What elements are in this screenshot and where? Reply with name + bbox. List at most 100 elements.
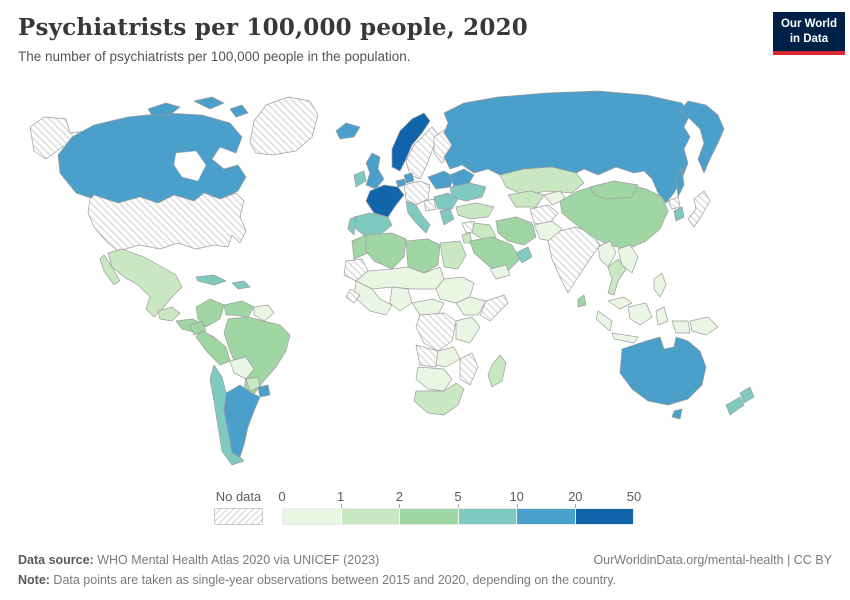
region-sahel[interactable] [355, 266, 445, 290]
region-russia-kamchatka[interactable] [679, 100, 725, 174]
region-sri-lanka[interactable] [577, 294, 587, 308]
region-baja[interactable] [99, 254, 121, 286]
region-uruguay[interactable] [257, 384, 271, 398]
owid-link[interactable]: OurWorldinData.org/mental-health | CC BY [593, 552, 832, 567]
legend-segment-10-20[interactable] [517, 509, 576, 524]
region-south-africa[interactable] [413, 382, 465, 416]
region-norway[interactable] [391, 112, 431, 172]
region-nigeria[interactable] [389, 286, 413, 312]
region-algeria[interactable] [365, 232, 407, 270]
region-thailand[interactable] [607, 258, 627, 296]
region-namibia-botswana[interactable] [415, 366, 453, 392]
legend-segment-5-10[interactable] [458, 509, 517, 524]
region-australia[interactable] [619, 336, 707, 406]
region-russia-sakhalin[interactable] [675, 168, 685, 198]
legend-segment-0-1[interactable] [283, 509, 342, 524]
region-dr-congo[interactable] [415, 312, 457, 352]
region-japan[interactable] [687, 190, 711, 228]
region-uzbekistan-turkmenistan[interactable] [507, 190, 545, 208]
region-yemen[interactable] [489, 264, 511, 280]
region-central-africa[interactable] [411, 298, 445, 316]
region-north-korea[interactable] [667, 196, 681, 210]
data-source-label: Data source: [18, 552, 94, 567]
region-new-zealand-south[interactable] [725, 396, 745, 416]
region-vietnam-laos[interactable] [617, 244, 639, 274]
region-colombia[interactable] [195, 298, 225, 328]
region-argentina[interactable] [223, 384, 261, 458]
region-romania-bulgaria[interactable] [433, 192, 459, 210]
region-saudi-arabia[interactable] [469, 236, 521, 272]
region-mexico[interactable] [107, 248, 183, 318]
region-mozambique[interactable] [459, 352, 479, 386]
region-peru[interactable] [195, 330, 231, 366]
data-source-line: Data source: WHO Mental Health Atlas 202… [18, 550, 379, 571]
legend-tick-1: 1 [337, 489, 345, 504]
region-afghanistan[interactable] [529, 204, 559, 226]
region-canada-arctic-3[interactable] [229, 104, 249, 118]
region-iceland[interactable] [335, 122, 361, 140]
legend-tickmark [516, 504, 518, 508]
region-greece[interactable] [439, 208, 455, 226]
region-hispaniola[interactable] [231, 280, 251, 290]
region-canada-arctic-1[interactable] [147, 102, 181, 116]
region-iraq[interactable] [471, 222, 497, 240]
region-belarus[interactable] [449, 168, 475, 188]
region-cuba[interactable] [195, 274, 227, 286]
region-united-states[interactable] [87, 192, 247, 252]
region-bolivia[interactable] [229, 356, 255, 380]
region-kazakhstan[interactable] [499, 166, 585, 196]
region-poland-baltics[interactable] [427, 170, 455, 190]
region-indonesia-sumatra[interactable] [595, 310, 613, 332]
region-indonesia-papua[interactable] [671, 320, 691, 334]
region-oman-uae[interactable] [515, 246, 533, 264]
region-zambia[interactable] [435, 346, 461, 368]
region-malaysia[interactable] [607, 296, 633, 310]
region-india[interactable] [547, 226, 601, 294]
region-portugal[interactable] [347, 216, 357, 236]
region-canada[interactable] [57, 112, 247, 204]
legend-no-data-block[interactable]: No data [214, 489, 263, 525]
region-venezuela[interactable] [223, 300, 255, 318]
region-germany-central-europe[interactable] [403, 180, 431, 206]
region-somalia[interactable] [479, 294, 509, 322]
region-indonesia-java[interactable] [611, 332, 639, 344]
region-egypt[interactable] [439, 240, 467, 270]
legend-no-data-swatch[interactable] [214, 508, 263, 525]
region-tasmania[interactable] [671, 408, 683, 420]
region-philippines[interactable] [653, 272, 667, 298]
region-spain[interactable] [353, 212, 393, 238]
region-ireland[interactable] [353, 170, 367, 188]
region-united-kingdom[interactable] [365, 152, 385, 190]
region-madagascar[interactable] [487, 354, 507, 388]
legend-segment-2-5[interactable] [400, 509, 459, 524]
region-canada-arctic-2[interactable] [193, 96, 225, 110]
region-central-america-north[interactable] [157, 306, 181, 322]
region-south-korea[interactable] [673, 206, 685, 222]
region-guinea[interactable] [345, 288, 361, 304]
region-east-africa[interactable] [455, 316, 481, 344]
region-sudan[interactable] [435, 276, 475, 304]
region-new-zealand-north[interactable] [739, 386, 755, 404]
region-italy[interactable] [405, 200, 431, 234]
region-ethiopia[interactable] [455, 296, 487, 316]
region-france[interactable] [365, 184, 405, 218]
legend-segment-1-2[interactable] [341, 509, 400, 524]
region-guyanas[interactable] [253, 304, 275, 322]
region-western-balkans[interactable] [423, 198, 437, 212]
legend-segment-20-50[interactable] [575, 509, 633, 524]
region-denmark[interactable] [403, 172, 415, 184]
legend-tick-labels: 0 1 2 5 10 20 50 [278, 489, 641, 508]
region-russia[interactable] [443, 90, 691, 204]
region-mongolia[interactable] [589, 180, 639, 200]
region-greenland[interactable] [249, 96, 319, 156]
region-brazil[interactable] [223, 316, 291, 398]
region-indonesia-borneo[interactable] [627, 302, 653, 326]
region-iran[interactable] [495, 216, 537, 246]
region-angola[interactable] [415, 344, 439, 368]
region-myanmar[interactable] [597, 240, 617, 268]
region-papua-new-guinea[interactable] [689, 316, 719, 336]
region-turkey[interactable] [455, 202, 495, 220]
region-indonesia-sulawesi[interactable] [655, 306, 669, 326]
legend-colorbar: 0 1 2 5 10 20 50 [278, 489, 641, 525]
owid-logo[interactable]: Our World in Data [772, 12, 845, 55]
